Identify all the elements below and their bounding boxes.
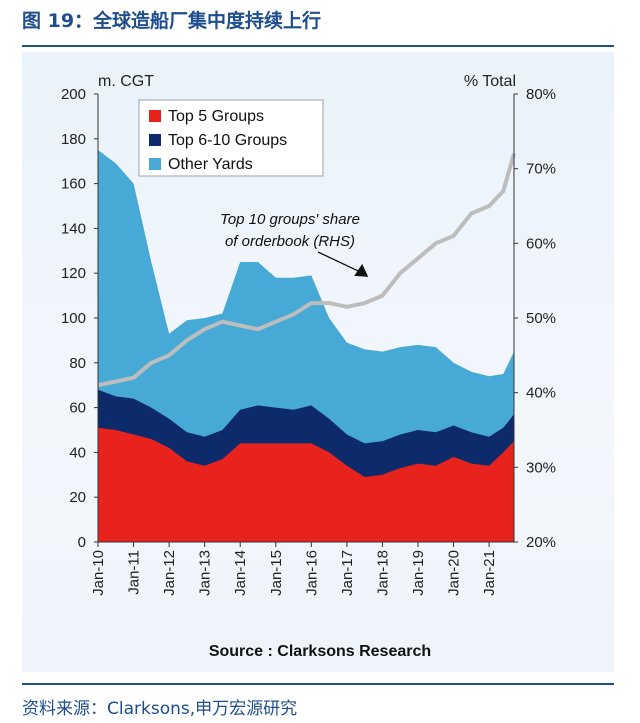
- left-tick-label: 80: [69, 355, 86, 372]
- share-line: [97, 153, 516, 388]
- annotation-line-1: Top 10 groups' share: [220, 211, 360, 228]
- legend-item-other: Other Yards: [149, 156, 253, 173]
- x-tick-label: Jan-18: [374, 550, 391, 596]
- right-tick-label: 70%: [526, 161, 556, 178]
- right-tick-label: 20%: [526, 534, 556, 551]
- area-top5-groups: [98, 427, 514, 542]
- footer-source: 资料来源：Clarksons,申万宏源研究: [22, 699, 298, 719]
- chart-source: Source : Clarksons Research: [208, 643, 432, 660]
- right-tick-label: 30%: [526, 459, 556, 476]
- legend-box: [138, 99, 324, 177]
- right-tick-label: 60%: [526, 235, 556, 252]
- title-divider: [22, 45, 614, 47]
- annotation-line-2: of orderbook (RHS): [225, 233, 355, 250]
- right-tick-label: 80%: [526, 86, 556, 103]
- annotation-arrow-line: [317, 251, 361, 273]
- left-tick-label: 160: [61, 176, 86, 193]
- chart-panel: 0 20 40 60 80 100 120 140 160 180 200 20% 30% 40% 50%…: [22, 52, 614, 672]
- left-tick-label: 180: [61, 131, 86, 148]
- left-axis-unit: m. CGT: [98, 73, 154, 90]
- figure-title: 图 19：全球造船厂集中度持续上行: [22, 10, 322, 32]
- x-tick-label: Jan-10: [90, 550, 107, 596]
- x-tick-label: Jan-15: [268, 550, 285, 596]
- x-tick-label: Jan-21: [481, 550, 498, 596]
- x-tick-label: Jan-12: [161, 550, 178, 596]
- left-tick-label: 20: [69, 489, 86, 506]
- legend-item-top5: Top 5 Groups: [149, 108, 264, 125]
- share-line-layer: [97, 153, 516, 388]
- x-tick-label: Jan-17: [339, 550, 356, 596]
- left-axis-ticks: 0 20 40 60 80 100 120 140 160 180 200: [61, 86, 98, 551]
- legend-label-other: Other Yards: [168, 156, 253, 173]
- right-axis-unit: % Total: [464, 73, 516, 90]
- left-tick-label: 60: [69, 400, 86, 417]
- orderbook-chart: 0 20 40 60 80 100 120 140 160 180 200 20% 30% 40% 50%…: [61, 73, 556, 596]
- stacked-areas: [98, 150, 514, 542]
- annotation-arrowhead: [354, 263, 369, 277]
- x-tick-label: Jan-16: [303, 550, 320, 596]
- x-tick-label: Jan-13: [197, 550, 214, 596]
- x-tick-label: Jan-11: [126, 550, 143, 595]
- legend-swatch-top5: [149, 110, 161, 122]
- legend-item-top6-10: Top 6-10 Groups: [149, 132, 287, 149]
- legend-label-top5: Top 5 Groups: [168, 108, 264, 125]
- x-tick-label: Jan-19: [410, 550, 427, 596]
- left-tick-label: 0: [78, 534, 86, 551]
- right-axis-ticks: 20% 30% 40% 50% 60% 70% 80%: [514, 86, 556, 551]
- right-tick-label: 40%: [526, 385, 556, 402]
- legend-swatch-top6-10: [149, 134, 161, 146]
- legend-swatch-other: [149, 158, 161, 170]
- right-tick-label: 50%: [526, 310, 556, 327]
- footer-divider: [22, 683, 614, 685]
- left-tick-label: 200: [61, 86, 86, 103]
- legend: Top 5 Groups Top 6-10 Groups Other Yards: [138, 99, 324, 177]
- share-annotation: Top 10 groups' share of orderbook (RHS): [220, 211, 369, 277]
- left-tick-label: 100: [61, 310, 86, 327]
- legend-label-top6-10: Top 6-10 Groups: [168, 132, 287, 149]
- x-axis-ticks: Jan-10 Jan-11 Jan-12 Jan-13 Jan-14 Jan-15 Jan-…: [90, 542, 498, 596]
- left-tick-label: 120: [61, 265, 86, 282]
- x-tick-label: Jan-14: [232, 550, 249, 596]
- left-tick-label: 140: [61, 220, 86, 237]
- x-tick-label: Jan-20: [446, 550, 463, 596]
- left-tick-label: 40: [69, 444, 86, 461]
